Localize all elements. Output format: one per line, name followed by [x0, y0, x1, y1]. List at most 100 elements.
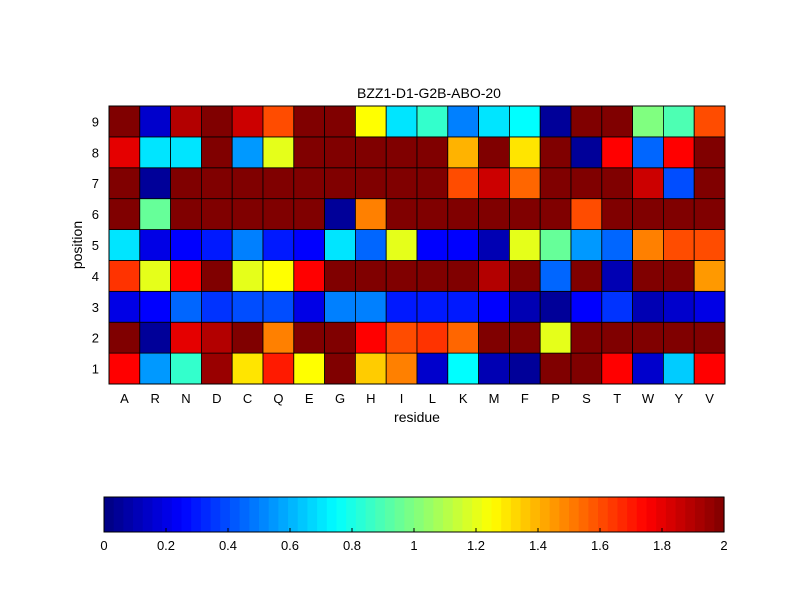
colorbar-band — [530, 497, 541, 532]
heatmap-cell — [139, 105, 172, 138]
heatmap-cell — [478, 198, 510, 230]
colorbar-band — [617, 497, 628, 532]
heatmap-cell — [416, 136, 449, 169]
colorbar-band — [598, 497, 609, 532]
colorbar-band — [423, 497, 434, 532]
colorbar-band — [355, 497, 367, 532]
heatmap-cell — [632, 198, 664, 230]
colorbar-band — [259, 497, 270, 532]
heatmap-cell — [570, 229, 603, 261]
heatmap-cell — [632, 321, 664, 354]
x-tick-label: A — [120, 391, 129, 406]
heatmap-cell — [231, 321, 264, 354]
heatmap-cell — [262, 167, 295, 200]
heatmap-cell — [354, 290, 387, 323]
colorbar-band — [375, 497, 386, 532]
colorbar-tick-label: 1.6 — [591, 538, 609, 553]
heatmap-cell — [108, 321, 141, 354]
x-tick-label: Q — [273, 391, 283, 406]
colorbar-band — [229, 497, 241, 532]
y-tick-label: 2 — [92, 331, 99, 346]
colorbar-tick-label: 0.2 — [157, 538, 175, 553]
heatmap-cell — [139, 321, 172, 354]
heatmap-cell — [385, 352, 418, 385]
colorbar-band — [578, 497, 589, 532]
x-tick-label: R — [151, 391, 160, 406]
heatmap-cell — [231, 105, 264, 138]
heatmap-cell — [170, 260, 202, 292]
heatmap-cell — [416, 167, 449, 200]
heatmap-cell — [632, 290, 664, 323]
heatmap-cell — [539, 136, 572, 169]
heatmap-cell — [539, 290, 572, 323]
heatmap-cell — [262, 260, 295, 292]
colorbar-band — [510, 497, 522, 532]
heatmap-cell — [478, 136, 510, 169]
heatmap-cell — [508, 352, 541, 385]
colorbar-band — [113, 497, 124, 532]
heatmap-cell — [293, 198, 325, 230]
x-tick-label: G — [335, 391, 345, 406]
heatmap-cell — [200, 167, 233, 200]
heatmap-cell — [632, 229, 664, 261]
chart-title: BZZ1-D1-G2B-ABO-20 — [357, 85, 501, 101]
colorbar-band — [384, 497, 396, 532]
heatmap-cell — [170, 352, 202, 385]
colorbar-band — [559, 497, 570, 532]
heatmap-cell — [478, 290, 510, 323]
heatmap-cell — [508, 136, 541, 169]
heatmap-cell — [262, 229, 295, 261]
x-tick-label: T — [613, 391, 621, 406]
heatmap-cell — [663, 105, 695, 138]
heatmap-cell — [693, 167, 726, 200]
heatmap-cell — [354, 229, 387, 261]
heatmap-cell — [447, 229, 479, 261]
x-tick-label: W — [642, 391, 655, 406]
heatmap-cell — [632, 260, 664, 292]
heatmap-cell — [200, 136, 233, 169]
heatmap-cell — [663, 260, 695, 292]
colorbar-band — [501, 497, 512, 532]
heatmap-cell — [539, 229, 572, 261]
heatmap-cell — [231, 352, 264, 385]
heatmap-cell — [416, 290, 449, 323]
colorbar-tick-label: 0.6 — [281, 538, 299, 553]
x-tick-label: K — [459, 391, 468, 406]
x-tick-label: S — [582, 391, 591, 406]
colorbar-band — [365, 497, 376, 532]
colorbar-band — [714, 497, 725, 532]
heatmap-cell — [447, 260, 479, 292]
heatmap-cell — [170, 105, 202, 138]
heatmap-cell — [508, 167, 541, 200]
colorbar-band — [607, 497, 619, 532]
heatmap-cell — [508, 321, 541, 354]
heatmap-cell — [632, 167, 664, 200]
colorbar-band — [123, 497, 134, 532]
heatmap-cell — [478, 321, 510, 354]
colorbar — [104, 497, 725, 532]
heatmap-cell — [385, 321, 418, 354]
y-tick-label: 3 — [92, 300, 99, 315]
colorbar-band — [104, 497, 115, 532]
heatmap-cell — [663, 136, 695, 169]
heatmap-cell — [478, 352, 510, 385]
colorbar-band — [694, 497, 706, 532]
heatmap-cell — [570, 352, 603, 385]
heatmap-cell — [601, 167, 633, 200]
heatmap-cell — [231, 198, 264, 230]
heatmap-cell — [354, 105, 387, 138]
heatmap-cell — [601, 321, 633, 354]
heatmap-cell — [539, 352, 572, 385]
heatmap-cell — [447, 167, 479, 200]
colorbar-band — [133, 497, 144, 532]
heatmap-cell — [324, 167, 356, 200]
heatmap-cell — [293, 260, 325, 292]
x-tick-label: H — [366, 391, 375, 406]
heatmap-cell — [139, 198, 172, 230]
heatmap-cell — [416, 229, 449, 261]
heatmap-cell — [170, 136, 202, 169]
colorbar-band — [278, 497, 289, 532]
colorbar-tick-label: 0.8 — [343, 538, 361, 553]
colorbar-band — [317, 497, 328, 532]
colorbar-band — [268, 497, 279, 532]
